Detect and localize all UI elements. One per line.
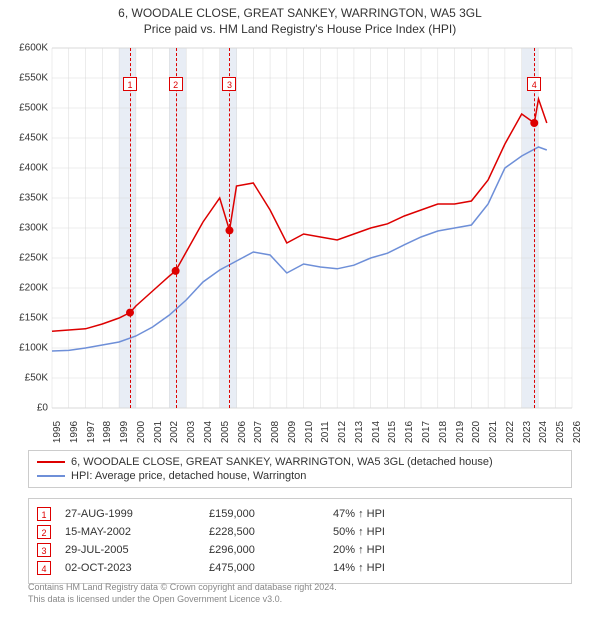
transaction-marker: 3	[37, 543, 51, 557]
transaction-row: 2 15-MAY-2002 £228,500 50% ↑ HPI	[37, 523, 563, 541]
x-tick-label: 2011	[320, 421, 331, 443]
chart-plot-area: £0£50K£100K£150K£200K£250K£300K£350K£400…	[52, 48, 572, 408]
footer-attribution: Contains HM Land Registry data © Crown c…	[28, 582, 572, 605]
x-tick-label: 2002	[169, 421, 180, 443]
x-tick-label: 2020	[471, 421, 482, 443]
x-tick-label: 2017	[421, 421, 432, 443]
transaction-price: £228,500	[209, 526, 319, 538]
legend-item: 6, WOODALE CLOSE, GREAT SANKEY, WARRINGT…	[37, 455, 563, 469]
x-tick-label: 2018	[438, 421, 449, 443]
x-tick-label: 2012	[337, 421, 348, 443]
x-tick-label: 1995	[52, 421, 63, 443]
transaction-marker: 1	[37, 507, 51, 521]
legend-label: 6, WOODALE CLOSE, GREAT SANKEY, WARRINGT…	[71, 456, 493, 468]
x-tick-label: 2019	[455, 421, 466, 443]
x-tick-label: 2003	[186, 421, 197, 443]
transaction-marker: 2	[37, 525, 51, 539]
transaction-row: 3 29-JUL-2005 £296,000 20% ↑ HPI	[37, 541, 563, 559]
chart-subtitle: Price paid vs. HM Land Registry's House …	[0, 22, 600, 36]
x-tick-label: 2000	[136, 421, 147, 443]
x-tick-label: 2022	[505, 421, 516, 443]
transaction-date: 15-MAY-2002	[65, 526, 195, 538]
marker-label-top: 1	[123, 77, 137, 91]
y-tick-label: £50K	[25, 373, 48, 384]
marker-label-top: 4	[527, 77, 541, 91]
transaction-date: 29-JUL-2005	[65, 544, 195, 556]
footer-line-1: Contains HM Land Registry data © Crown c…	[28, 582, 572, 594]
x-tick-label: 1999	[119, 421, 130, 443]
marker-vline	[534, 48, 535, 408]
y-tick-label: £150K	[19, 313, 48, 324]
transaction-pct: 47% ↑ HPI	[333, 508, 453, 520]
chart-title: 6, WOODALE CLOSE, GREAT SANKEY, WARRINGT…	[0, 6, 600, 20]
transactions-table: 1 27-AUG-1999 £159,000 47% ↑ HPI 2 15-MAY-200…	[28, 498, 572, 584]
marker-label-top: 2	[169, 77, 183, 91]
x-tick-label: 2016	[404, 421, 415, 443]
marker-vline	[130, 48, 131, 408]
legend-swatch	[37, 475, 65, 477]
transaction-row: 4 02-OCT-2023 £475,000 14% ↑ HPI	[37, 559, 563, 577]
transaction-pct: 14% ↑ HPI	[333, 562, 453, 574]
x-tick-label: 2009	[287, 421, 298, 443]
x-tick-label: 2013	[354, 421, 365, 443]
x-tick-label: 2006	[237, 421, 248, 443]
x-tick-label: 2015	[387, 421, 398, 443]
y-tick-label: £300K	[19, 223, 48, 234]
x-tick-label: 2023	[522, 421, 533, 443]
x-tick-label: 2004	[203, 421, 214, 443]
legend-swatch	[37, 461, 65, 463]
y-tick-label: £500K	[19, 103, 48, 114]
legend: 6, WOODALE CLOSE, GREAT SANKEY, WARRINGT…	[28, 450, 572, 488]
x-tick-label: 1998	[102, 421, 113, 443]
transaction-row: 1 27-AUG-1999 £159,000 47% ↑ HPI	[37, 505, 563, 523]
x-tick-label: 1996	[69, 421, 80, 443]
series-hpi	[52, 147, 547, 351]
y-tick-label: £100K	[19, 343, 48, 354]
x-tick-label: 2008	[270, 421, 281, 443]
y-tick-label: £350K	[19, 193, 48, 204]
x-tick-label: 2010	[304, 421, 315, 443]
x-tick-label: 2025	[555, 421, 566, 443]
y-tick-label: £600K	[19, 43, 48, 54]
y-tick-label: £450K	[19, 133, 48, 144]
transaction-date: 27-AUG-1999	[65, 508, 195, 520]
legend-label: HPI: Average price, detached house, Warr…	[71, 470, 306, 482]
series-property	[52, 99, 547, 331]
transaction-pct: 20% ↑ HPI	[333, 544, 453, 556]
marker-vline	[229, 48, 230, 408]
x-tick-label: 1997	[86, 421, 97, 443]
y-tick-label: £200K	[19, 283, 48, 294]
transaction-pct: 50% ↑ HPI	[333, 526, 453, 538]
x-tick-label: 2014	[371, 421, 382, 443]
x-tick-label: 2026	[572, 421, 583, 443]
transaction-price: £296,000	[209, 544, 319, 556]
transaction-price: £159,000	[209, 508, 319, 520]
x-tick-label: 2007	[253, 421, 264, 443]
x-tick-label: 2005	[220, 421, 231, 443]
transaction-marker: 4	[37, 561, 51, 575]
y-tick-label: £400K	[19, 163, 48, 174]
x-tick-label: 2024	[538, 421, 549, 443]
x-tick-label: 2001	[153, 421, 164, 443]
transaction-price: £475,000	[209, 562, 319, 574]
y-tick-label: £250K	[19, 253, 48, 264]
x-tick-label: 2021	[488, 421, 499, 443]
legend-item: HPI: Average price, detached house, Warr…	[37, 469, 563, 483]
y-tick-label: £0	[37, 403, 48, 414]
y-tick-label: £550K	[19, 73, 48, 84]
marker-label-top: 3	[222, 77, 236, 91]
transaction-date: 02-OCT-2023	[65, 562, 195, 574]
marker-vline	[176, 48, 177, 408]
footer-line-2: This data is licensed under the Open Gov…	[28, 594, 572, 606]
